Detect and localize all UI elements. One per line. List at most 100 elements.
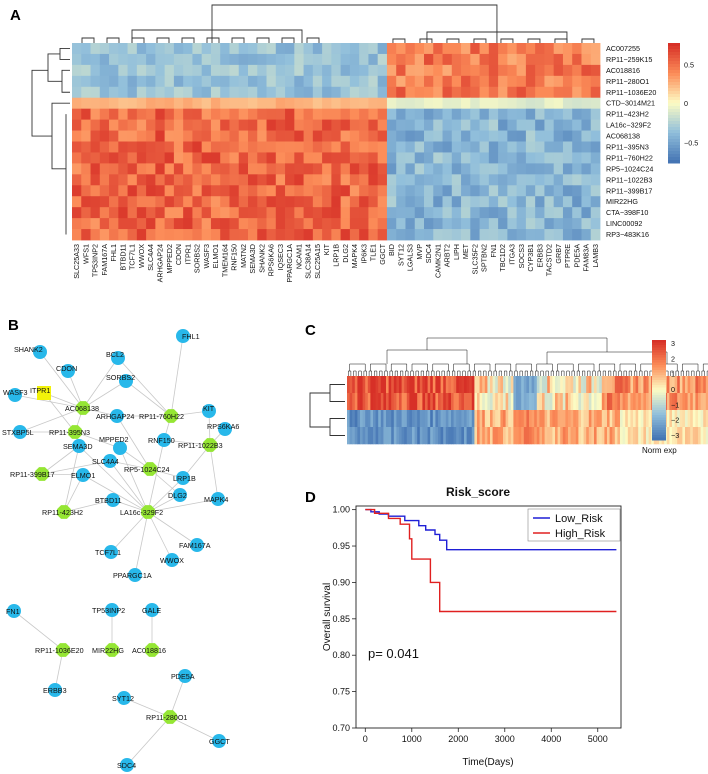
heatmap-a-cell bbox=[340, 174, 351, 186]
heatmap-a-cell bbox=[488, 207, 499, 219]
legend-swatch bbox=[668, 118, 680, 122]
heatmap-a-cell bbox=[164, 185, 175, 197]
heatmap-c-cell bbox=[529, 393, 532, 411]
heatmap-a-cell bbox=[461, 97, 471, 110]
heatmap-c-cell bbox=[508, 410, 512, 428]
col-dendro-branch bbox=[452, 370, 456, 376]
heatmap-a-cell bbox=[146, 218, 156, 230]
heatmap-a-cell bbox=[155, 152, 166, 164]
heatmap-c-cell bbox=[487, 410, 491, 428]
heatmap-c-cell bbox=[534, 427, 538, 445]
col-dendro-branch bbox=[682, 363, 699, 371]
network-edge bbox=[78, 445, 149, 513]
heatmap-a-cell bbox=[238, 207, 249, 219]
heatmap-c-cell bbox=[677, 376, 681, 394]
row-dendro-branch bbox=[61, 69, 70, 93]
heatmap-a-cell bbox=[424, 196, 434, 208]
node-label: LRP1B bbox=[173, 474, 196, 483]
heatmap-a-cell bbox=[516, 207, 527, 219]
node-label: FN1 bbox=[6, 607, 20, 616]
heatmap-a-col-label: LAMB3 bbox=[591, 244, 600, 268]
heatmap-a-cell bbox=[581, 43, 592, 55]
col-dendro-branch bbox=[426, 370, 430, 376]
heatmap-a-cell bbox=[81, 141, 91, 153]
heatmap-a-cell bbox=[451, 229, 462, 241]
heatmap-a-cell bbox=[572, 152, 582, 164]
heatmap-a-cell bbox=[81, 64, 91, 77]
heatmap-a-cell bbox=[470, 53, 480, 66]
heatmap-c-cell bbox=[601, 393, 605, 411]
heatmap-a-cell bbox=[340, 97, 351, 110]
heatmap-a-col-label: FN1 bbox=[489, 244, 498, 258]
heatmap-a-cell bbox=[479, 130, 490, 142]
heatmap-a-cell bbox=[155, 53, 166, 66]
gene-node bbox=[33, 345, 47, 359]
heatmap-a-cell bbox=[414, 64, 425, 77]
heatmap-c-cell bbox=[365, 410, 369, 428]
legend-swatch bbox=[668, 151, 680, 155]
heatmap-c-cell bbox=[422, 427, 426, 445]
heatmap-a-cell bbox=[479, 185, 490, 197]
heatmap-a-cell bbox=[248, 185, 258, 197]
heatmap-a-cell bbox=[424, 152, 434, 164]
heatmap-a-cell bbox=[285, 97, 295, 110]
heatmap-a-cell bbox=[173, 64, 184, 77]
heatmap-a-cell bbox=[331, 75, 342, 88]
col-dendro-branch bbox=[680, 370, 684, 376]
heatmap-a-cell bbox=[349, 207, 360, 219]
col-dendro-branch bbox=[384, 370, 388, 376]
heatmap-a-cell bbox=[72, 152, 82, 164]
heatmap-c-cell bbox=[638, 410, 642, 428]
heatmap-a-col-label: PPARGC1A bbox=[285, 244, 294, 283]
heatmap-a-cell bbox=[359, 75, 369, 88]
heatmap-a-cell bbox=[146, 119, 156, 131]
heatmap-c-cell bbox=[625, 410, 629, 428]
heatmap-a-cell bbox=[312, 130, 323, 142]
heatmap-a-cell bbox=[285, 53, 295, 66]
heatmap-c-cell bbox=[526, 427, 530, 445]
gene-node bbox=[61, 364, 75, 378]
heatmap-a-cell bbox=[275, 218, 286, 230]
heatmap-a-cell bbox=[164, 43, 175, 55]
heatmap-c-cell bbox=[479, 410, 483, 428]
heatmap-a-cell bbox=[109, 185, 119, 197]
col-dendro-branch bbox=[536, 363, 553, 371]
heatmap-a-col-label: CYP3B1 bbox=[526, 244, 535, 272]
heatmap-c-cell bbox=[633, 393, 636, 411]
legend-swatch bbox=[668, 97, 680, 101]
heatmap-a-cell bbox=[81, 53, 91, 66]
lncrna-node bbox=[105, 643, 119, 657]
heatmap-a-cell bbox=[451, 108, 462, 121]
network-edge bbox=[123, 697, 171, 718]
heatmap-a-cell bbox=[81, 152, 91, 164]
heatmap-a-cell bbox=[349, 152, 360, 164]
heatmap-a-cell bbox=[396, 53, 406, 66]
heatmap-a-cell bbox=[488, 53, 499, 66]
network-edge bbox=[109, 460, 149, 513]
heatmap-a-cell bbox=[377, 108, 388, 121]
heatmap-a-cell bbox=[275, 86, 286, 99]
heatmap-c-cell bbox=[516, 376, 519, 394]
heatmap-c-cell bbox=[700, 410, 704, 428]
heatmap-a-cell bbox=[349, 108, 360, 121]
heatmap-a-cell bbox=[544, 97, 555, 110]
row-dendro-branch bbox=[329, 384, 345, 402]
heatmap-a-cell bbox=[238, 43, 249, 55]
heatmap-c-cell bbox=[461, 427, 465, 445]
heatmap-a-cell bbox=[331, 97, 342, 110]
heatmap-a-cell bbox=[525, 229, 536, 241]
heatmap-c-cell bbox=[510, 410, 514, 428]
heatmap-a-cell bbox=[192, 75, 203, 88]
legend-swatch bbox=[668, 103, 680, 107]
heatmap-a-row-label: RP11−259K15 bbox=[606, 55, 652, 64]
heatmap-a-cell bbox=[294, 75, 304, 88]
heatmap-a-cell bbox=[90, 97, 101, 110]
heatmap-a-cell bbox=[90, 43, 101, 55]
heatmap-a-cell bbox=[275, 119, 286, 131]
heatmap-c-cell bbox=[438, 376, 441, 394]
heatmap-a-cell bbox=[562, 185, 573, 197]
heatmap-c-cell bbox=[531, 393, 535, 411]
heatmap-c-cell bbox=[409, 410, 413, 428]
heatmap-a-cell bbox=[451, 97, 462, 110]
